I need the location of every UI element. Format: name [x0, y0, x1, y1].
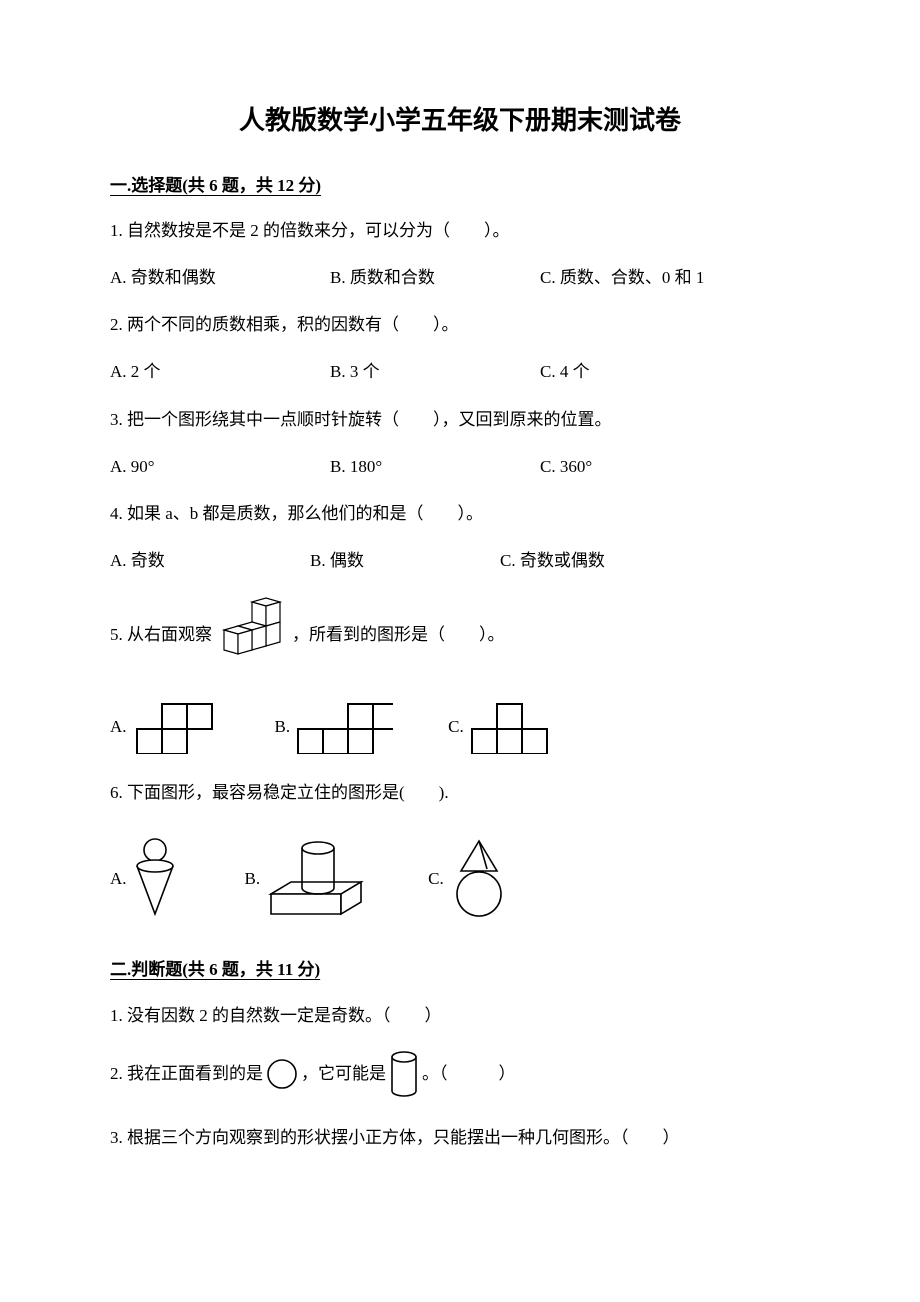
q4-options: A. 奇数 B. 偶数 C. 奇数或偶数 [110, 547, 810, 574]
q4-opt-b: B. 偶数 [310, 547, 500, 574]
tf-q2-post: 。（ ） [422, 1060, 516, 1087]
q1-opt-c: C. 质数、合数、0 和 1 [540, 264, 810, 291]
q6-shape-b-icon [263, 836, 373, 921]
q6-label-a: A. [110, 865, 127, 892]
q2-opt-b: B. 3 个 [330, 358, 540, 385]
q5-label-b: B. [275, 713, 291, 740]
circle-icon [263, 1055, 301, 1093]
q2-opt-c: C. 4 个 [540, 358, 810, 385]
q3-opt-b: B. 180° [330, 453, 540, 480]
q6-label-b: B. [245, 865, 261, 892]
tf-q2: 2. 我在正面看到的是 ，它可能是 。（ ） [110, 1049, 810, 1099]
q5-label-c: C. [448, 713, 464, 740]
q1-text: 1. 自然数按是不是 2 的倍数来分，可以分为（ ）。 [110, 217, 810, 244]
tf-q3: 3. 根据三个方向观察到的形状摆小正方体，只能摆出一种几何图形。（ ） [110, 1124, 810, 1151]
q5-options: A. B. C. [110, 699, 810, 754]
q3-opt-a: A. 90° [110, 453, 330, 480]
q1-options: A. 奇数和偶数 B. 质数和合数 C. 质数、合数、0 和 1 [110, 264, 810, 291]
q5-pre: 5. 从右面观察 [110, 621, 212, 648]
q6-options: A. B. C. [110, 836, 810, 921]
cube-3d-icon [212, 594, 292, 674]
tf-q1: 1. 没有因数 2 的自然数一定是奇数。（ ） [110, 1002, 810, 1029]
q5-label-a: A. [110, 713, 127, 740]
section2-header: 二.判断题(共 6 题，共 11 分) [110, 956, 810, 983]
q4-opt-c: C. 奇数或偶数 [500, 547, 810, 574]
q2-text: 2. 两个不同的质数相乘，积的因数有（ ）。 [110, 311, 810, 338]
q1-opt-b: B. 质数和合数 [330, 264, 540, 291]
q5-shape-b-icon [293, 699, 393, 754]
page-title: 人教版数学小学五年级下册期末测试卷 [110, 100, 810, 142]
q6-label-c: C. [428, 865, 444, 892]
q3-options: A. 90° B. 180° C. 360° [110, 453, 810, 480]
q3-text: 3. 把一个图形绕其中一点顺时针旋转（ ），又回到原来的位置。 [110, 406, 810, 433]
q6-shape-a-icon [130, 836, 180, 921]
q2-opt-a: A. 2 个 [110, 358, 330, 385]
q2-options: A. 2 个 B. 3 个 C. 4 个 [110, 358, 810, 385]
tf-q2-mid: ，它可能是 [301, 1060, 386, 1087]
q3-opt-c: C. 360° [540, 453, 810, 480]
q4-opt-a: A. 奇数 [110, 547, 310, 574]
q6-text: 6. 下面图形，最容易稳定立住的图形是( ). [110, 779, 810, 806]
q5-shape-a-icon [130, 699, 220, 754]
q1-opt-a: A. 奇数和偶数 [110, 264, 330, 291]
q5-line: 5. 从右面观察 ，所看到的图形是（ ）。 [110, 594, 810, 674]
cylinder-icon [386, 1049, 422, 1099]
q5-post: ，所看到的图形是（ ）。 [292, 621, 505, 648]
q4-text: 4. 如果 a、b 都是质数，那么他们的和是（ ）。 [110, 500, 810, 527]
q5-shape-c-icon [467, 699, 567, 754]
q6-shape-c-icon [447, 836, 512, 921]
section1-header: 一.选择题(共 6 题，共 12 分) [110, 172, 810, 199]
tf-q2-pre: 2. 我在正面看到的是 [110, 1060, 263, 1087]
